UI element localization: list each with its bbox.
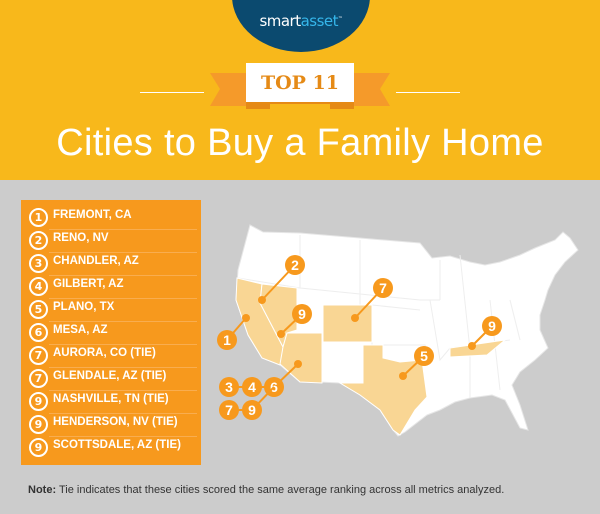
list-item: 1 FREMONT, CA <box>29 207 197 230</box>
city-location-dot <box>294 360 302 368</box>
city-location-dot <box>468 342 476 350</box>
divider <box>49 413 197 414</box>
map-marker-fremont[interactable] <box>217 330 237 350</box>
marker-label: 7 <box>379 280 387 296</box>
divider <box>49 229 197 230</box>
divider <box>49 275 197 276</box>
list-item: 4 GILBERT, AZ <box>29 276 197 299</box>
marker-label: 7 <box>225 402 233 418</box>
city-name: PLANO, TX <box>53 301 115 313</box>
city-location-dot <box>277 330 285 338</box>
rank-badge: 5 <box>29 300 48 319</box>
rank-badge: 2 <box>29 231 48 250</box>
list-item: 3 CHANDLER, AZ <box>29 253 197 276</box>
rank-badge: 7 <box>29 369 48 388</box>
divider <box>49 436 197 437</box>
map-marker-plano[interactable] <box>414 346 434 366</box>
city-location-dot <box>242 314 250 322</box>
rank-badge: 6 <box>29 323 48 342</box>
city-location-dot <box>351 314 359 322</box>
divider-line-right <box>396 92 460 93</box>
divider <box>49 321 197 322</box>
map-marker-gilbert[interactable] <box>242 377 262 397</box>
marker-label: 9 <box>248 402 256 418</box>
marker-label: 4 <box>248 379 256 395</box>
rank-badge: 1 <box>29 208 48 227</box>
list-item: 7 GLENDALE, AZ (TIE) <box>29 368 197 391</box>
list-item: 9 SCOTTSDALE, AZ (TIE) <box>29 437 197 460</box>
marker-label: 2 <box>291 257 299 273</box>
city-name: GLENDALE, AZ (TIE) <box>53 370 167 382</box>
city-name: AURORA, CO (TIE) <box>53 347 156 359</box>
list-item: 2 RENO, NV <box>29 230 197 253</box>
city-ranking-list: 1 FREMONT, CA 2 RENO, NV 3 CHANDLER, AZ 4 GILBE… <box>21 200 201 465</box>
divider <box>49 390 197 391</box>
list-item: 9 HENDERSON, NV (TIE) <box>29 414 197 437</box>
divider <box>49 252 197 253</box>
city-name: HENDERSON, NV (TIE) <box>53 416 178 428</box>
city-name: NASHVILLE, TN (TIE) <box>53 393 169 405</box>
ribbon-banner <box>210 73 390 109</box>
map-marker-henderson[interactable] <box>292 304 312 324</box>
divider <box>49 298 197 299</box>
city-name: GILBERT, AZ <box>53 278 124 290</box>
city-name: RENO, NV <box>53 232 109 244</box>
city-name: CHANDLER, AZ <box>53 255 139 267</box>
city-name: MESA, AZ <box>53 324 108 336</box>
list-item: 5 PLANO, TX <box>29 299 197 322</box>
map-marker-reno[interactable] <box>285 255 305 275</box>
state-borders <box>237 235 521 398</box>
city-name: FREMONT, CA <box>53 209 132 221</box>
divider <box>49 344 197 345</box>
smartasset-logo[interactable]: smartasset™ <box>232 0 370 52</box>
state-co <box>322 304 373 343</box>
header: smartasset™ TOP 11 Cities to Buy a Famil… <box>0 0 600 180</box>
city-name: SCOTTSDALE, AZ (TIE) <box>53 439 181 451</box>
city-location-dot <box>399 372 407 380</box>
map-marker-nashville[interactable] <box>482 316 502 336</box>
state-tn <box>449 339 507 358</box>
marker-label: 1 <box>223 332 231 348</box>
map-marker-aurora[interactable] <box>373 278 393 298</box>
city-markers: 12979563479 <box>217 255 502 420</box>
rank-badge: 7 <box>29 346 48 365</box>
marker-label: 9 <box>298 306 306 322</box>
list-item: 7 AURORA, CO (TIE) <box>29 345 197 368</box>
map-marker-glendale[interactable] <box>219 400 239 420</box>
marker-label: 5 <box>420 348 428 364</box>
rank-badge: 9 <box>29 392 48 411</box>
top-11-badge: TOP 11 <box>246 63 354 102</box>
rank-badge: 4 <box>29 277 48 296</box>
marker-label: 6 <box>270 379 278 395</box>
divider <box>49 367 197 368</box>
marker-label: 3 <box>225 379 233 395</box>
list-item: 6 MESA, AZ <box>29 322 197 345</box>
rank-badge: 9 <box>29 438 48 457</box>
state-tx <box>338 344 428 436</box>
rank-badge: 9 <box>29 415 48 434</box>
city-location-dot <box>258 296 266 304</box>
divider-line-left <box>140 92 204 93</box>
marker-label: 9 <box>488 318 496 334</box>
map-marker-scottsdale[interactable] <box>242 400 262 420</box>
rank-badge: 3 <box>29 254 48 273</box>
us-map: 12979563479 <box>217 224 579 437</box>
list-item: 9 NASHVILLE, TN (TIE) <box>29 391 197 414</box>
map-marker-chandler[interactable] <box>219 377 239 397</box>
footnote: Note: Tie indicates that these cities sc… <box>28 484 505 496</box>
page-title: Cities to Buy a Family Home <box>56 122 544 164</box>
